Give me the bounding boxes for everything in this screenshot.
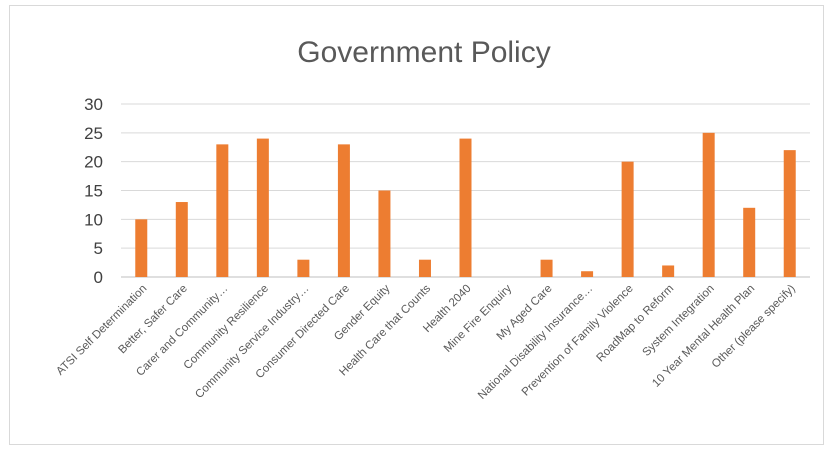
bar [743, 207, 756, 277]
x-category-label: Other (please specify) [710, 283, 798, 371]
x-category-label: Mine Fire Enquiry [442, 282, 514, 354]
x-category-label: Better, Safer Care [116, 283, 190, 357]
bar [581, 271, 594, 277]
bars [135, 132, 796, 277]
bar [459, 138, 472, 277]
y-tick-label: 20 [84, 153, 103, 172]
bar [175, 202, 188, 277]
y-tick-label: 10 [84, 210, 103, 229]
y-tick-label: 30 [84, 95, 103, 114]
bar [540, 259, 553, 277]
bar [783, 150, 796, 277]
chart-title: Government Policy [297, 36, 550, 69]
bar [216, 144, 229, 277]
bar [135, 219, 148, 277]
x-category-label: System Integration [641, 283, 717, 359]
bar [418, 259, 431, 277]
bar [378, 190, 391, 277]
bar [621, 161, 634, 277]
bar [297, 259, 310, 277]
bar [256, 138, 269, 277]
x-category-label: RoadMap to Reform [595, 283, 677, 365]
y-tick-label: 0 [94, 268, 103, 287]
y-tick-label: 15 [84, 182, 103, 201]
y-tick-label: 5 [94, 239, 103, 258]
bar [702, 132, 715, 277]
y-axis-ticks: 0 5 10 15 20 25 30 [84, 95, 103, 287]
bar [662, 265, 675, 277]
y-tick-label: 25 [84, 124, 103, 143]
bar [337, 144, 350, 277]
